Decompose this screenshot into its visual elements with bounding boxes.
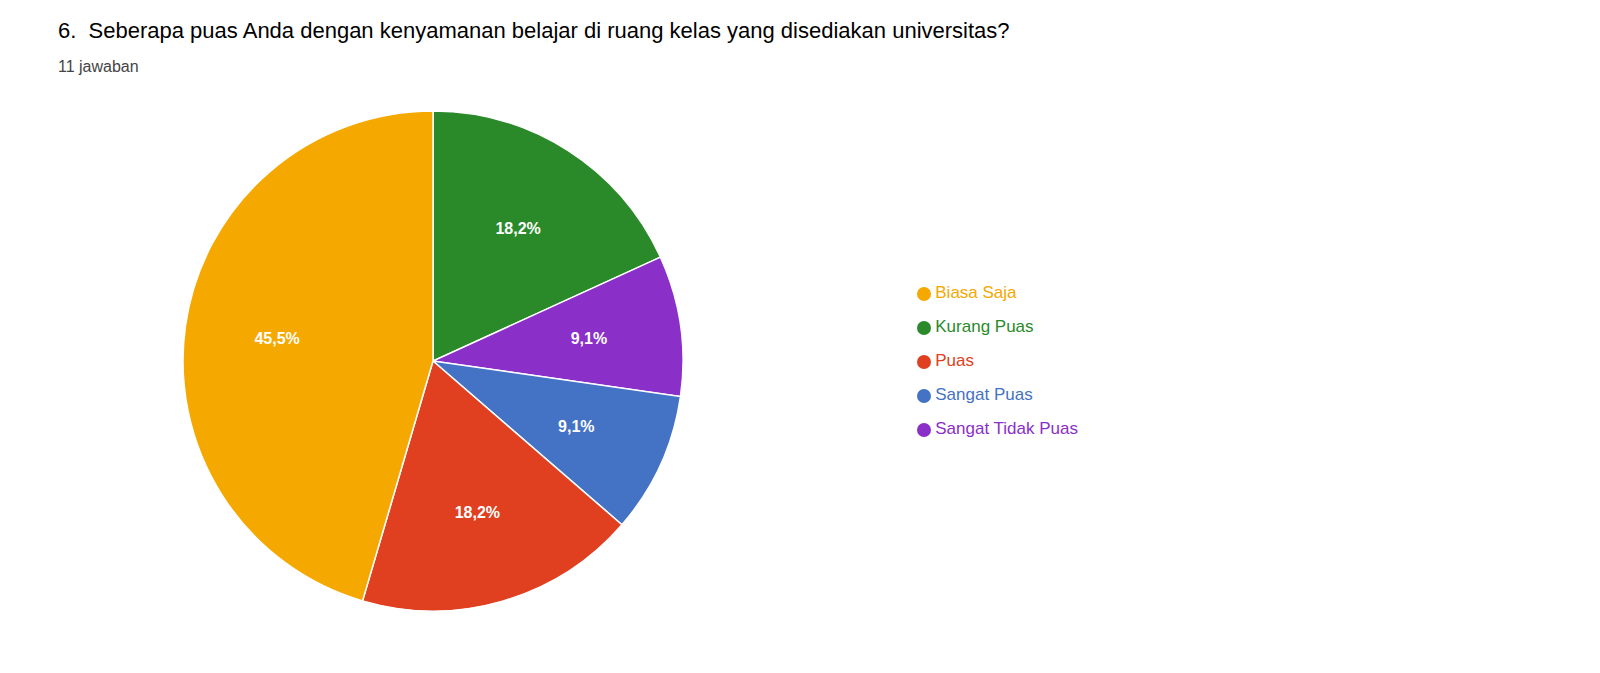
svg-text:45,5%: 45,5% (254, 330, 299, 347)
html-text:Sangat Tidak Puas: Sangat Tidak Puas (935, 419, 1078, 438)
html-text:11 jawaban: 11 jawaban (58, 58, 139, 75)
html-text:Biasa Saja: Biasa Saja (935, 283, 1017, 302)
svg-text:9,1%: 9,1% (571, 330, 607, 347)
html-text:Sangat Puas: Sangat Puas (935, 385, 1033, 404)
html-text:6. Seberapa puas Anda dengan k: 6. Seberapa puas Anda dengan kenyamanan … (58, 18, 1010, 43)
svg-text:9,1%: 9,1% (558, 418, 594, 435)
svg-text:18,2%: 18,2% (495, 220, 540, 237)
html-text:Puas: Puas (935, 351, 974, 370)
svg-text:18,2%: 18,2% (455, 504, 500, 521)
html-text:Kurang Puas: Kurang Puas (935, 317, 1034, 336)
